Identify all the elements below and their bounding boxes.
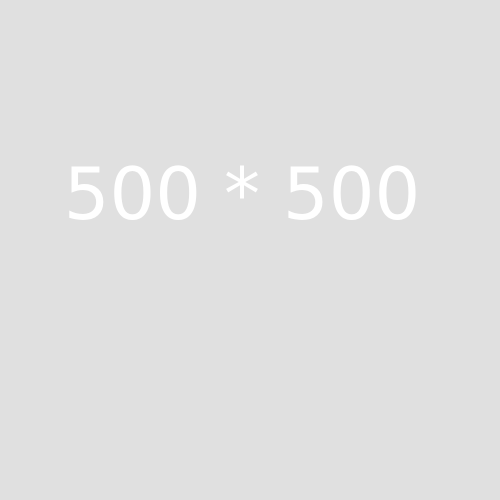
placeholder-dimensions-label: 500 * 500 <box>63 152 421 236</box>
